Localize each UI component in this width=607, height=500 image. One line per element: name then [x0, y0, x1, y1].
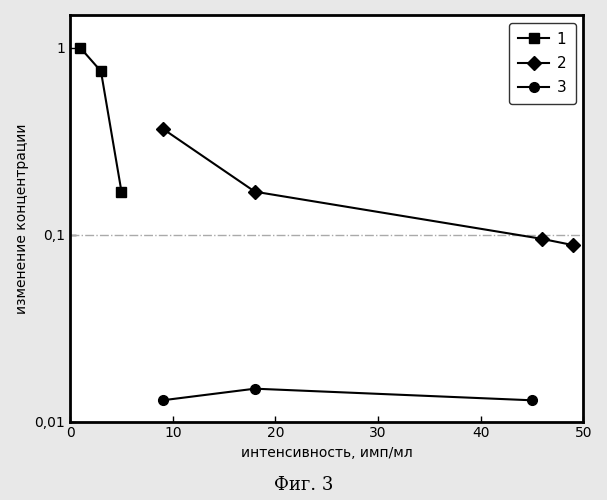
1 — [118, 188, 125, 194]
1 — [77, 45, 84, 51]
3 — [528, 398, 535, 404]
Line: 2: 2 — [158, 124, 578, 250]
2 — [159, 126, 166, 132]
3 — [251, 386, 259, 392]
2 — [251, 188, 259, 194]
X-axis label: интенсивность, имп/мл: интенсивность, имп/мл — [241, 446, 413, 460]
Line: 3: 3 — [158, 384, 537, 405]
2 — [538, 236, 546, 242]
Legend: 1, 2, 3: 1, 2, 3 — [509, 22, 575, 104]
2 — [569, 242, 577, 248]
Text: Фиг. 3: Фиг. 3 — [274, 476, 333, 494]
1 — [97, 68, 104, 74]
Line: 1: 1 — [75, 43, 126, 197]
3 — [159, 398, 166, 404]
Y-axis label: изменение концентрации: изменение концентрации — [15, 123, 29, 314]
